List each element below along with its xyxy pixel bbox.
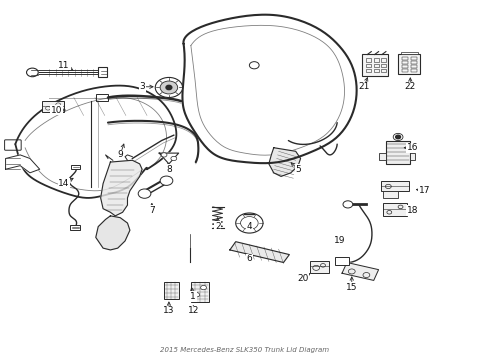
Text: 8: 8 (166, 165, 171, 174)
Circle shape (160, 176, 172, 185)
Bar (366, 69, 370, 72)
Text: 6: 6 (246, 255, 252, 264)
Polygon shape (96, 216, 130, 250)
Bar (366, 58, 370, 62)
Circle shape (392, 134, 402, 140)
Polygon shape (341, 262, 378, 280)
Text: 14: 14 (58, 179, 70, 188)
Polygon shape (229, 242, 289, 262)
Text: 22: 22 (404, 82, 415, 91)
Bar (410, 69, 416, 72)
Polygon shape (268, 148, 300, 176)
Text: 2: 2 (214, 222, 220, 231)
Text: 13: 13 (163, 306, 174, 315)
Bar (366, 64, 370, 67)
Bar (380, 64, 385, 67)
Bar (409, 153, 414, 160)
Circle shape (235, 213, 263, 233)
Text: 4: 4 (246, 222, 252, 231)
Bar (401, 57, 407, 60)
Bar (98, 67, 107, 77)
Bar (380, 69, 385, 72)
Circle shape (26, 68, 38, 77)
Circle shape (160, 81, 177, 94)
Bar (334, 257, 348, 265)
Bar (373, 58, 378, 62)
Bar (310, 261, 328, 273)
Bar (42, 101, 64, 112)
Circle shape (342, 201, 352, 208)
Bar (373, 69, 378, 72)
Bar (383, 203, 406, 216)
Text: 20: 20 (297, 274, 308, 283)
Text: 18: 18 (406, 206, 418, 215)
Text: 17: 17 (418, 186, 430, 195)
Polygon shape (5, 155, 40, 173)
Circle shape (170, 156, 176, 161)
Bar (410, 65, 416, 68)
Text: 19: 19 (333, 237, 345, 246)
Circle shape (161, 153, 166, 157)
Bar (378, 153, 385, 160)
Text: 11: 11 (58, 61, 70, 70)
Bar (163, 282, 178, 299)
Text: 10: 10 (51, 105, 62, 114)
Text: 7: 7 (149, 206, 154, 215)
Bar (410, 61, 416, 64)
Bar (71, 165, 80, 169)
Bar (401, 61, 407, 64)
Text: 21: 21 (358, 82, 369, 91)
Bar (96, 94, 108, 101)
Text: 16: 16 (406, 143, 418, 152)
Text: 15: 15 (346, 283, 357, 292)
Bar (385, 140, 409, 164)
Bar (410, 57, 416, 60)
Text: 12: 12 (187, 306, 199, 315)
Circle shape (165, 85, 171, 90)
Bar (401, 65, 407, 68)
Polygon shape (159, 153, 178, 164)
Bar (373, 64, 378, 67)
Bar (401, 69, 407, 72)
Circle shape (200, 285, 206, 290)
Circle shape (395, 135, 400, 139)
Text: 9: 9 (117, 150, 123, 159)
Bar (190, 282, 209, 302)
Bar (380, 58, 385, 62)
Bar (380, 181, 408, 192)
Bar (361, 54, 387, 76)
Polygon shape (101, 160, 142, 216)
Bar (70, 225, 80, 230)
Text: 5: 5 (295, 165, 301, 174)
Bar (383, 192, 397, 198)
Bar (400, 51, 417, 54)
Bar (397, 54, 419, 74)
Text: 2015 Mercedes-Benz SLK350 Trunk Lid Diagram: 2015 Mercedes-Benz SLK350 Trunk Lid Diag… (160, 347, 328, 354)
Circle shape (138, 189, 151, 198)
Circle shape (193, 293, 199, 297)
Circle shape (155, 77, 182, 98)
Text: 3: 3 (139, 82, 144, 91)
Text: 1: 1 (190, 292, 196, 301)
